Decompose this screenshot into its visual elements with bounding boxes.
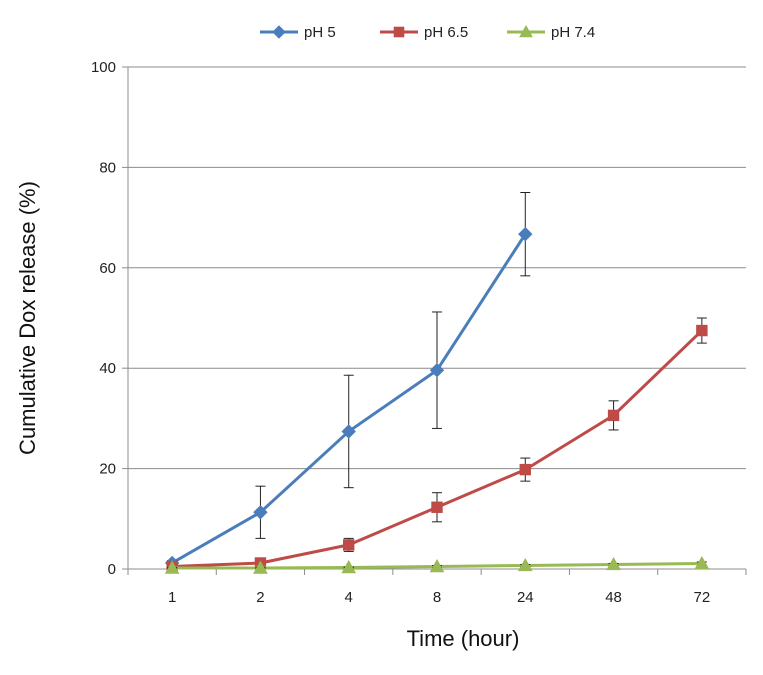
- legend-label: pH 6.5: [424, 24, 468, 41]
- legend-marker: [272, 25, 286, 39]
- y-tick-label: 60: [99, 260, 116, 277]
- y-tick-label: 80: [99, 159, 116, 176]
- x-tick-label: 1: [168, 589, 176, 606]
- y-axis-title: Cumulative Dox release (%): [15, 181, 40, 455]
- legend-marker: [519, 24, 533, 38]
- x-tick-label: 48: [605, 589, 622, 606]
- x-tick-label: 24: [517, 589, 534, 606]
- data-point: [607, 409, 620, 422]
- data-point: [519, 463, 531, 476]
- x-tick-labels: 1 2 4 8 24 48 72: [168, 589, 710, 606]
- data-point: [253, 560, 268, 574]
- legend-marker: [393, 26, 405, 38]
- data-point: [694, 555, 710, 570]
- y-tick-label: 0: [108, 561, 116, 578]
- data-point: [429, 558, 445, 573]
- y-tick-labels: 0 20 40 60 80 100: [91, 59, 116, 578]
- grid-lines: [128, 66, 746, 470]
- y-tick-label: 100: [91, 59, 116, 76]
- axes: [122, 66, 747, 575]
- legend: pH 5 pH 6.5 pH 7.4: [260, 24, 595, 41]
- data-point: [164, 560, 180, 574]
- data-point: [431, 501, 443, 513]
- data-point: [696, 324, 708, 337]
- data-point: [517, 557, 533, 572]
- y-tick-label: 40: [99, 360, 116, 377]
- legend-label: pH 5: [304, 24, 336, 41]
- legend-label: pH 7.4: [551, 24, 595, 41]
- series-ph-7-4: [164, 555, 710, 574]
- data-point: [253, 505, 268, 520]
- data-point: [341, 559, 357, 574]
- series-layer: [164, 192, 710, 574]
- data-point: [606, 556, 621, 571]
- x-tick-label: 2: [256, 589, 264, 606]
- x-tick-label: 72: [694, 589, 711, 606]
- legend-item: pH 7.4: [507, 24, 595, 41]
- data-point: [343, 539, 355, 551]
- data-point: [518, 226, 533, 242]
- legend-item: pH 6.5: [380, 24, 468, 41]
- data-point: [341, 424, 356, 439]
- y-tick-label: 20: [99, 461, 116, 478]
- x-tick-label: 8: [433, 589, 441, 606]
- data-point: [429, 363, 445, 378]
- series-ph-5: [164, 192, 533, 571]
- x-axis-title: Time (hour): [407, 626, 520, 651]
- legend-item: pH 5: [260, 24, 336, 41]
- x-tick-label: 4: [345, 589, 353, 606]
